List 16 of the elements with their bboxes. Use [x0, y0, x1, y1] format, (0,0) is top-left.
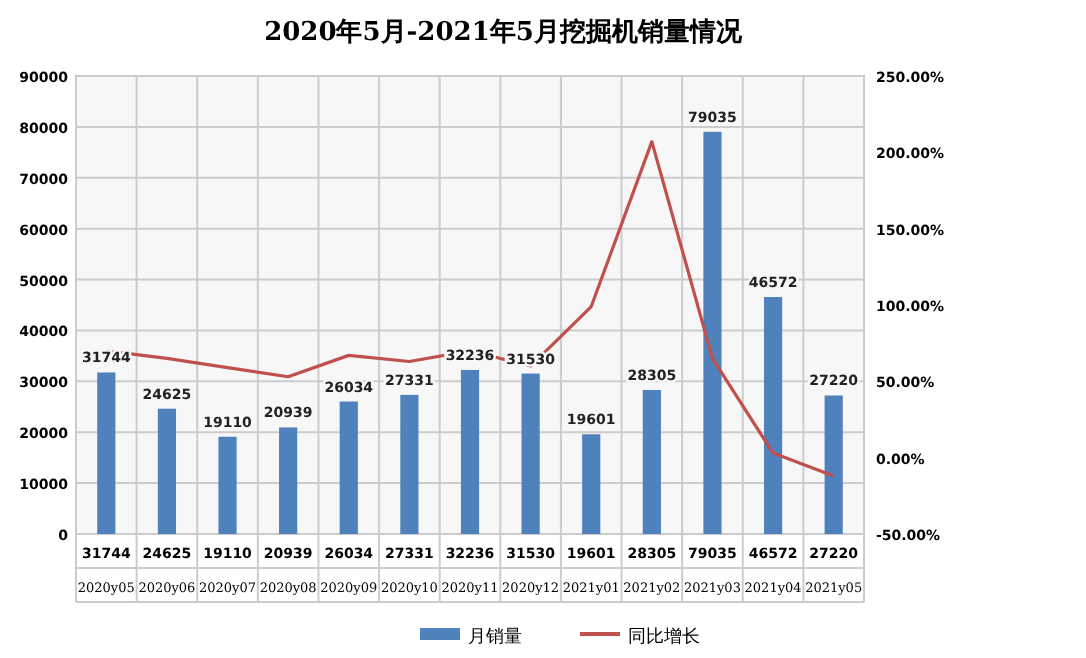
legend-label: 同比增长	[628, 626, 700, 648]
bar	[218, 436, 237, 534]
bar	[582, 434, 601, 534]
legend-label: 月销量	[468, 626, 522, 648]
bar	[703, 131, 722, 534]
bar	[279, 427, 298, 534]
bar	[763, 297, 783, 534]
bar	[400, 394, 419, 534]
bar	[157, 408, 177, 534]
bar	[521, 373, 540, 534]
bar	[460, 369, 480, 534]
bar	[97, 372, 116, 534]
bar	[642, 389, 661, 534]
bar	[339, 401, 358, 534]
bar	[824, 395, 843, 534]
chart-title: 2020年5月-2021年5月挖掘机销量情况	[264, 16, 744, 48]
